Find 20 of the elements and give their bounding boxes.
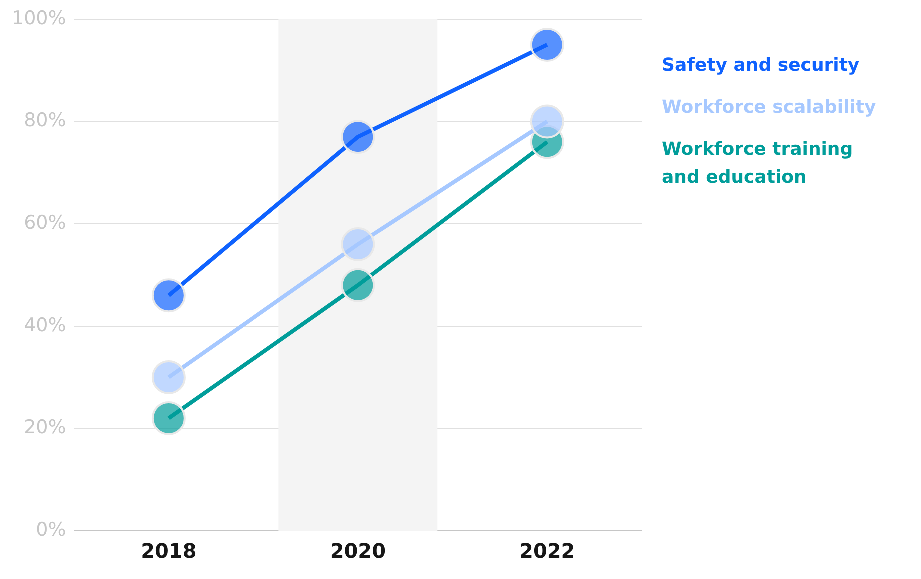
point [530,104,564,139]
point [341,120,376,154]
y-tick-label: 20% [24,416,66,439]
point [152,360,186,395]
y-tick-label: 0% [36,518,66,541]
x-tick-label: 2022 [520,539,576,564]
point [152,278,186,313]
x-tick-label: 2020 [330,539,386,564]
x-tick-label: 2018 [141,539,197,564]
y-tick-label: 40% [24,314,66,336]
y-tick-label: 60% [24,212,66,234]
text: Workforce scalability [662,96,878,120]
point [341,268,376,302]
point [341,228,376,262]
y-tick-label: 100% [12,7,66,30]
point [530,28,564,62]
text: Workforce training and education [662,138,854,190]
y-tick-label: 80% [24,110,66,132]
point [152,401,186,436]
text: Safety and security [662,54,861,78]
